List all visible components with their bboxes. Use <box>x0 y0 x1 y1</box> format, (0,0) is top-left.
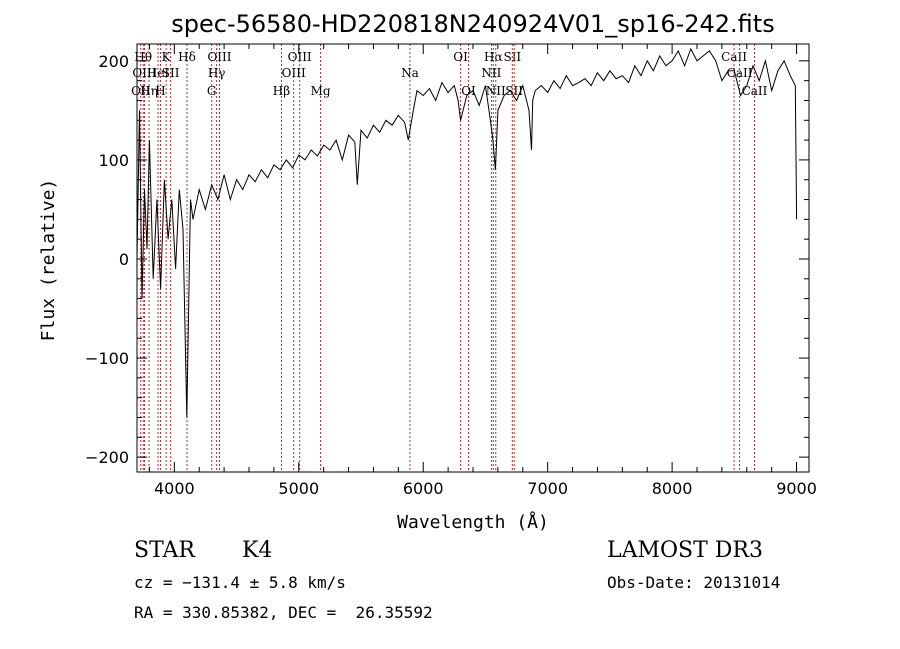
spectrum-line <box>136 47 798 418</box>
spectral-line-label: OI <box>461 84 476 98</box>
y-tick-label: −200 <box>85 448 129 467</box>
spectral-line-label: CaII <box>742 84 768 98</box>
axes: 4000 5000 6000 7000 8000 9000 −200 −100 0 100 200 <box>85 44 817 498</box>
spectral-lines: OIIHθOIIIHηHeIHKSIIHδGHγOIIIHβOIIIOIIIMg… <box>131 44 768 472</box>
spectrum-series <box>136 47 798 418</box>
spectral-line-label: OII <box>131 84 151 98</box>
spectral-line-label: OIII <box>282 66 306 80</box>
spectral-line-label: Hα <box>484 50 503 64</box>
x-tick-label: 4000 <box>154 479 195 498</box>
spectral-line-label: Hη <box>140 84 158 98</box>
spectral-line-label: OIII <box>132 66 156 80</box>
y-axis-label: Flux (relative) <box>38 179 59 342</box>
x-tick-label: 8000 <box>652 479 693 498</box>
spectral-line-label: OIII <box>288 50 312 64</box>
spectral-line-label: SII <box>162 66 180 80</box>
obs-date: Obs-Date: 20131014 <box>607 573 781 592</box>
spectral-line-label: K <box>162 50 172 64</box>
spectral-line-label: OI <box>453 50 468 64</box>
spectral-line-label: Hβ <box>273 84 290 98</box>
spectral-line-label: NII <box>486 84 506 98</box>
spectral-line-label: Mg <box>311 84 331 98</box>
object-subclass: K4 <box>242 538 273 563</box>
spectral-line-label: G <box>207 84 217 98</box>
y-tick-label: 100 <box>98 151 129 170</box>
spectral-line-label: CaII <box>727 66 753 80</box>
spectral-line-label: H <box>155 84 165 98</box>
redshift-readout: cz = −131.4 ± 5.8 km/s <box>134 573 346 592</box>
spectral-line-label: CaII <box>721 50 747 64</box>
x-tick-label: 9000 <box>776 479 817 498</box>
y-tick-label: 0 <box>119 250 129 269</box>
y-tick-label: 200 <box>98 52 129 71</box>
spectral-line-label: OIII <box>207 50 231 64</box>
spectral-line-label: HeI <box>147 66 170 80</box>
y-tick-label: −100 <box>85 349 129 368</box>
chart-title: spec-56580-HD220818N240924V01_sp16-242.f… <box>171 10 774 38</box>
spectral-line-label: Na <box>401 66 419 80</box>
plot-frame <box>136 43 810 473</box>
object-class: STAR <box>134 538 195 563</box>
x-tick-label: 7000 <box>527 479 568 498</box>
coordinates-readout: RA = 330.85382, DEC = 26.35592 <box>134 603 433 622</box>
x-tick-label: 5000 <box>278 479 319 498</box>
survey-label: LAMOST DR3 <box>607 538 763 563</box>
spectral-line-label: NII <box>481 66 501 80</box>
spectral-line-label: SII <box>503 50 521 64</box>
spectral-line-label: Hγ <box>208 66 226 80</box>
x-axis-label: Wavelength (Å) <box>397 511 549 533</box>
spectral-line-label: Hδ <box>178 50 196 64</box>
x-tick-label: 6000 <box>403 479 444 498</box>
